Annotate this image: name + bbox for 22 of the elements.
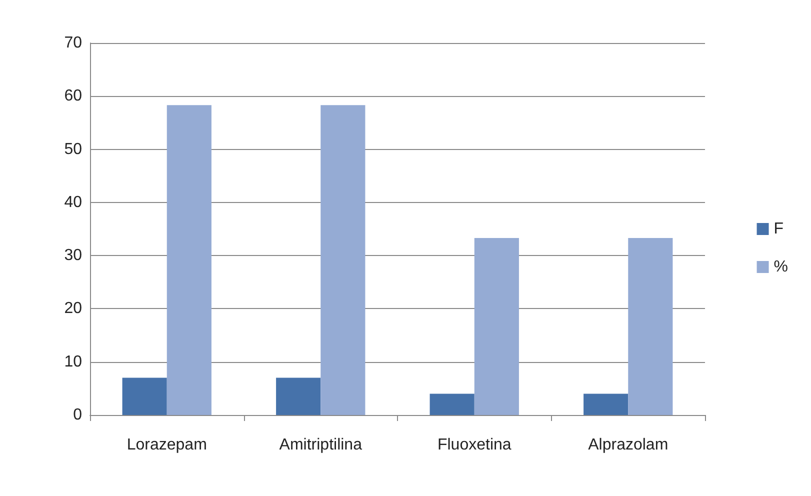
y-tick-label: 30	[64, 247, 82, 264]
bar	[276, 378, 321, 415]
x-tick-label: Fluoxetina	[437, 436, 512, 454]
x-tick-label: Lorazepam	[126, 436, 207, 454]
y-tick-label: 40	[64, 194, 82, 211]
bar	[628, 238, 673, 415]
x-tick-label: Alprazolam	[588, 436, 668, 454]
bar	[122, 378, 167, 415]
y-tick-label: 0	[73, 406, 82, 424]
y-tick-label: 50	[64, 140, 82, 158]
y-tick-label: 70	[64, 34, 82, 52]
bar	[166, 105, 212, 415]
y-tick-label: 20	[64, 300, 82, 318]
bar	[584, 394, 628, 415]
y-tick-label: 60	[64, 88, 82, 105]
bar	[320, 105, 366, 415]
legend-label: F	[774, 220, 784, 238]
y-tick-label: 10	[64, 353, 82, 370]
legend-label: %	[774, 258, 788, 276]
x-tick-label: Amitriptilina	[279, 436, 362, 454]
bar	[430, 394, 474, 415]
bar	[474, 238, 519, 415]
